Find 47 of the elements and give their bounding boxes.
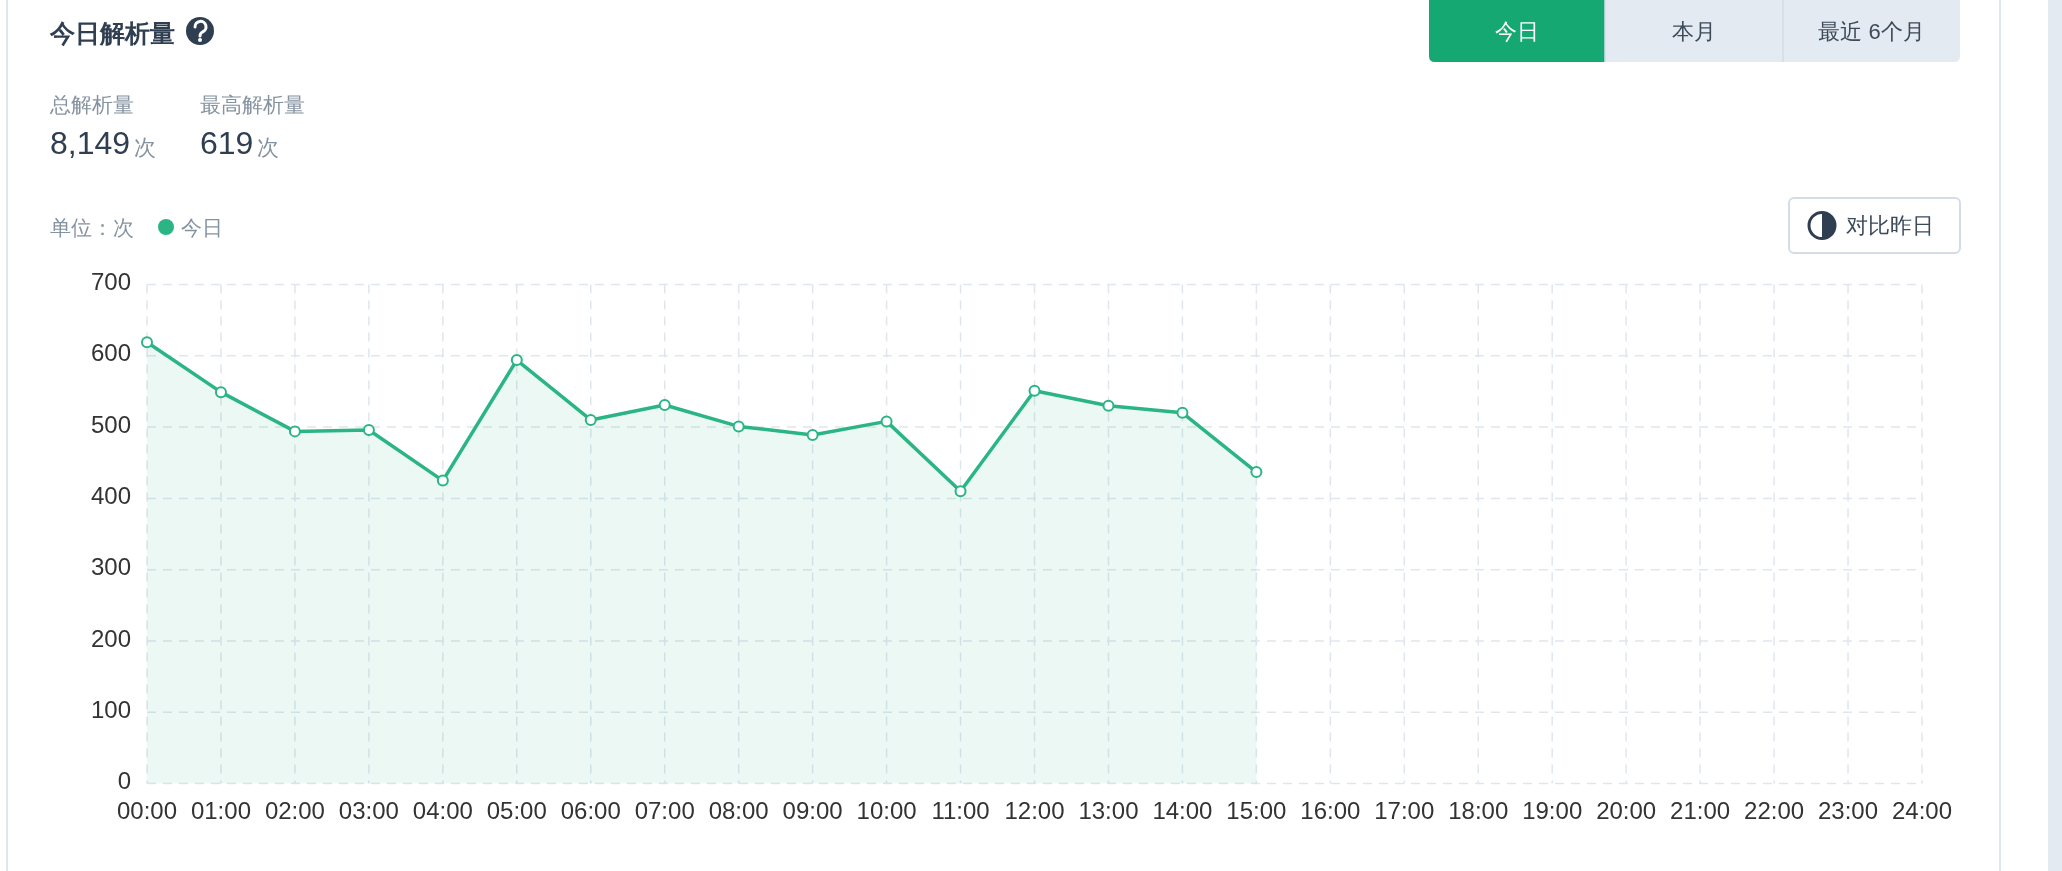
x-tick-label: 11:00 bbox=[931, 796, 990, 824]
y-tick-label: 500 bbox=[90, 410, 131, 438]
x-tick-label: 09:00 bbox=[782, 796, 843, 824]
x-tick-label: 08:00 bbox=[708, 796, 769, 824]
x-tick-label: 21:00 bbox=[1670, 796, 1731, 824]
y-tick-label: 300 bbox=[90, 553, 131, 581]
y-tick-label: 600 bbox=[90, 339, 131, 367]
y-tick-label: 200 bbox=[90, 624, 131, 652]
x-tick-label: 15:00 bbox=[1226, 796, 1287, 824]
tab-label: 今日 bbox=[1495, 18, 1539, 44]
x-tick-label: 14:00 bbox=[1152, 796, 1213, 824]
x-tick-label: 00:00 bbox=[116, 796, 178, 824]
stat-value: 8,149 bbox=[50, 125, 131, 161]
x-tick-label: 19:00 bbox=[1522, 796, 1583, 824]
y-tick-label: 100 bbox=[90, 695, 131, 723]
x-tick-label: 07:00 bbox=[634, 796, 695, 824]
y-axis-title: 单位：次 bbox=[50, 215, 134, 239]
x-tick-label: 06:00 bbox=[560, 796, 621, 824]
x-tick-label: 12:00 bbox=[1004, 796, 1065, 824]
y-tick-label: 0 bbox=[117, 767, 131, 795]
x-tick-label: 04:00 bbox=[412, 796, 473, 824]
x-tick-label: 16:00 bbox=[1300, 796, 1361, 824]
legend: 今日 bbox=[158, 215, 223, 239]
tab-label: 本月 bbox=[1672, 18, 1716, 44]
x-tick-label: 22:00 bbox=[1744, 796, 1805, 824]
x-tick-label: 17:00 bbox=[1374, 796, 1435, 824]
stat-value: 619 bbox=[200, 125, 254, 161]
x-tick-label: 13:00 bbox=[1078, 796, 1139, 824]
stat-unit: 次 bbox=[134, 134, 157, 160]
title: 今日解析量 bbox=[50, 19, 175, 47]
tab-label: 最近 6个月 bbox=[1818, 18, 1925, 44]
stat-unit: 次 bbox=[257, 134, 280, 160]
y-tick-label: 400 bbox=[90, 481, 131, 509]
x-tick-label: 03:00 bbox=[338, 796, 399, 824]
x-tick-label: 18:00 bbox=[1448, 796, 1509, 824]
compare-label: 对比昨日 bbox=[1846, 213, 1934, 238]
stat-label: 最高解析量 bbox=[200, 92, 305, 116]
x-tick-label: 23:00 bbox=[1818, 796, 1879, 824]
x-tick-label: 24:00 bbox=[1891, 796, 1953, 824]
y-tick-label: 700 bbox=[90, 268, 131, 295]
x-tick-label: 05:00 bbox=[486, 796, 547, 824]
legend-label: 今日 bbox=[181, 215, 223, 239]
x-tick-label: 01:00 bbox=[190, 796, 251, 824]
x-tick-label: 02:00 bbox=[264, 796, 325, 824]
x-tick-label: 10:00 bbox=[856, 796, 917, 824]
x-tick-label: 20:00 bbox=[1596, 796, 1657, 824]
stat-label: 总解析量 bbox=[50, 92, 134, 116]
